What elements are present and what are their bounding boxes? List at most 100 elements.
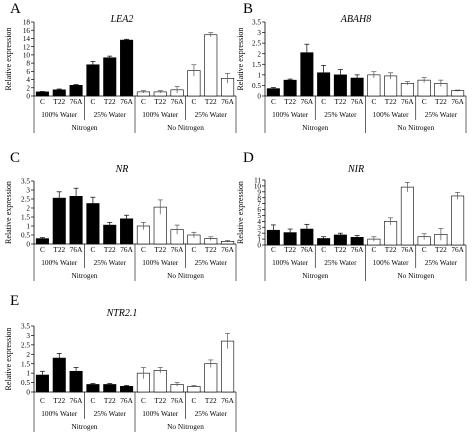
nitrogen-group-label: No Nitrogen — [167, 271, 204, 280]
x-tick-label: 76A — [301, 97, 314, 106]
bar — [103, 384, 117, 393]
bar — [266, 88, 280, 97]
x-tick-label: C — [191, 97, 196, 106]
x-tick-label: C — [40, 245, 45, 254]
y-tick-label: 12 — [23, 43, 31, 51]
x-tick-label: T22 — [205, 245, 217, 254]
bar — [204, 363, 218, 393]
bar — [86, 64, 100, 97]
nitrogen-group-label: Nitrogen — [72, 123, 98, 132]
chart-title: LEA2 — [110, 14, 134, 25]
y-tick-label: 3.5 — [252, 19, 261, 27]
x-tick-label: C — [40, 97, 45, 106]
y-tick-label: 2 — [257, 230, 261, 238]
y-axis-label: Relative expression — [4, 328, 13, 391]
y-axis-label: Relative expression — [4, 181, 13, 244]
x-tick-label: C — [271, 97, 276, 106]
water-group-label: 100% Water — [142, 110, 179, 119]
x-tick-label: T22 — [104, 97, 116, 106]
x-tick-label: C — [191, 396, 196, 405]
water-group-label: 25% Water — [425, 110, 458, 119]
x-tick-label: 76A — [221, 245, 234, 254]
y-tick-label: 2 — [257, 50, 261, 58]
x-tick-label: 76A — [221, 396, 234, 405]
y-tick-label: 8 — [257, 194, 261, 202]
bar — [52, 357, 66, 393]
bar — [35, 91, 49, 97]
x-tick-label: C — [90, 97, 95, 106]
x-tick-label: 76A — [301, 245, 314, 254]
y-tick-label: 3.5 — [21, 178, 30, 186]
bar — [103, 57, 117, 97]
chart-panel-b: B ABAH8 0 0.5 1 1.5 2 2.5 3 3.5 Relative expressio… — [236, 1, 467, 133]
water-group-label: 100% Water — [373, 110, 410, 119]
x-tick-label: C — [90, 396, 95, 405]
y-tick-label: 0 — [26, 389, 30, 397]
x-tick-label: T22 — [104, 245, 116, 254]
water-group-label: 100% Water — [272, 258, 309, 267]
bar — [52, 197, 66, 245]
nitrogen-group-label: Nitrogen — [72, 271, 98, 280]
y-tick-label: 8 — [26, 60, 30, 68]
water-group-label: 25% Water — [324, 110, 357, 119]
y-tick-label: 2.5 — [21, 196, 30, 204]
x-tick-label: C — [141, 396, 146, 405]
y-tick-label: 6 — [26, 68, 30, 76]
x-tick-label: 76A — [70, 396, 83, 405]
water-group-label: 25% Water — [94, 110, 127, 119]
water-group-label: 25% Water — [195, 409, 228, 418]
bar — [400, 186, 414, 246]
x-tick-label: C — [271, 245, 276, 254]
water-group-label: 25% Water — [425, 258, 458, 267]
chart-title: NR — [115, 164, 129, 175]
panel-letter: B — [243, 1, 253, 17]
y-tick-label: 11 — [254, 177, 261, 185]
water-group-label: 100% Water — [41, 110, 78, 119]
y-tick-label: 4 — [257, 218, 261, 226]
y-tick-label: 18 — [23, 19, 31, 27]
y-axis-label: Relative expression — [4, 28, 13, 91]
x-tick-label: 76A — [451, 97, 464, 106]
nitrogen-group-label: Nitrogen — [72, 422, 98, 431]
panel-letter: E — [10, 293, 19, 309]
y-tick-label: 3 — [26, 187, 30, 195]
water-group-label: 100% Water — [41, 258, 78, 267]
x-tick-label: T22 — [205, 396, 217, 405]
x-tick-label: T22 — [334, 97, 346, 106]
bar — [69, 85, 83, 97]
x-tick-label: T22 — [435, 245, 447, 254]
x-tick-label: C — [371, 245, 376, 254]
x-tick-label: T22 — [334, 245, 346, 254]
nitrogen-group-label: Nitrogen — [302, 271, 328, 280]
water-group-label: 25% Water — [94, 258, 127, 267]
panel-letter: D — [243, 150, 254, 166]
y-tick-label: 5 — [257, 212, 261, 220]
x-tick-label: T22 — [154, 245, 166, 254]
x-tick-label: C — [191, 245, 196, 254]
y-tick-label: 0 — [26, 241, 30, 249]
y-tick-label: 10 — [23, 51, 31, 59]
y-tick-label: 1 — [26, 370, 30, 378]
bar — [283, 79, 297, 97]
x-tick-label: T22 — [205, 97, 217, 106]
bar — [52, 89, 66, 97]
x-tick-label: 76A — [351, 245, 364, 254]
x-tick-label: T22 — [385, 97, 397, 106]
x-tick-label: T22 — [154, 97, 166, 106]
y-tick-label: 0.5 — [252, 82, 261, 90]
x-tick-label: 76A — [351, 97, 364, 106]
bar — [86, 384, 100, 393]
x-tick-label: 76A — [171, 245, 184, 254]
y-tick-label: 3 — [257, 29, 261, 37]
y-tick-label: 10 — [254, 183, 262, 191]
bar — [451, 90, 465, 97]
panel-letter: C — [10, 150, 20, 166]
y-tick-label: 1.5 — [21, 360, 30, 368]
y-tick-label: 1 — [26, 223, 30, 231]
panel-letter: A — [10, 1, 21, 17]
x-tick-label: C — [40, 396, 45, 405]
x-tick-label: C — [321, 245, 326, 254]
